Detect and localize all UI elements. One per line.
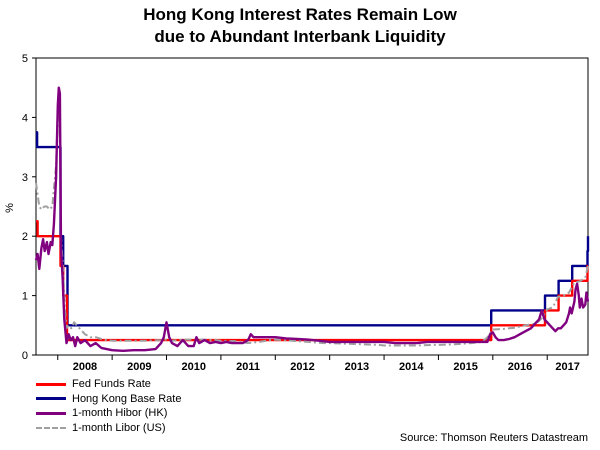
chart-title: Hong Kong Interest Rates Remain Low due … bbox=[0, 4, 600, 48]
source-note: Source: Thomson Reuters Datastream bbox=[399, 432, 588, 444]
legend-label: Fed Funds Rate bbox=[72, 378, 151, 390]
legend-item: Hong Kong Base Rate bbox=[36, 392, 181, 407]
series-line-hong-kong-base-rate bbox=[35, 131, 590, 327]
plot-frame bbox=[35, 57, 589, 356]
chart-legend: Fed Funds Rate Hong Kong Base Rate 1-month… bbox=[36, 377, 181, 435]
x-tick-label: 2009 bbox=[127, 361, 151, 373]
series-line-1-month-libor-us bbox=[35, 98, 589, 347]
y-tick-label: 0 bbox=[22, 350, 28, 362]
y-tick-label: 4 bbox=[22, 112, 28, 124]
chart-axes: 0 1 2 3 4 5 2008 2009 2010 2011 2012 2013 2014 2015 20… bbox=[22, 53, 589, 373]
chart-title-line-2: due to Abundant Interbank Liquidity bbox=[154, 27, 446, 46]
legend-swatch bbox=[36, 382, 66, 386]
y-axis-label: % bbox=[4, 203, 16, 213]
legend-swatch bbox=[36, 426, 66, 429]
x-tick-label: 2011 bbox=[236, 361, 260, 373]
y-tick-label: 3 bbox=[22, 172, 28, 184]
legend-swatch bbox=[36, 411, 66, 415]
y-tick-label: 2 bbox=[22, 231, 28, 243]
legend-swatch bbox=[36, 397, 66, 401]
legend-label: Hong Kong Base Rate bbox=[72, 392, 182, 405]
x-tick-label: 2014 bbox=[399, 361, 424, 373]
x-tick-label: 2015 bbox=[453, 361, 477, 373]
legend-label: 1-month Hibor (HK) bbox=[72, 407, 168, 419]
x-tick-label: 2010 bbox=[181, 361, 205, 373]
legend-item: 1-month Hibor (HK) bbox=[36, 406, 181, 421]
chart-title-line-1: Hong Kong Interest Rates Remain Low bbox=[143, 5, 457, 24]
legend-item: Fed Funds Rate bbox=[36, 377, 181, 392]
chart-series bbox=[34, 86, 590, 352]
x-tick-label: 2008 bbox=[73, 361, 97, 373]
legend-label: 1-month Libor (US) bbox=[72, 421, 166, 434]
series-line-fed-funds-rate bbox=[36, 220, 589, 342]
x-tick-label: 2012 bbox=[290, 361, 314, 373]
y-tick-label: 1 bbox=[22, 291, 28, 303]
x-tick-label: 2013 bbox=[345, 361, 369, 373]
legend-item: 1-month Libor (US) bbox=[36, 421, 181, 436]
x-tick-label: 2016 bbox=[508, 361, 532, 373]
x-tick-label: 2017 bbox=[555, 361, 579, 373]
series-line-1-month-hibor-hk bbox=[34, 86, 590, 352]
y-tick-label: 5 bbox=[22, 53, 28, 65]
